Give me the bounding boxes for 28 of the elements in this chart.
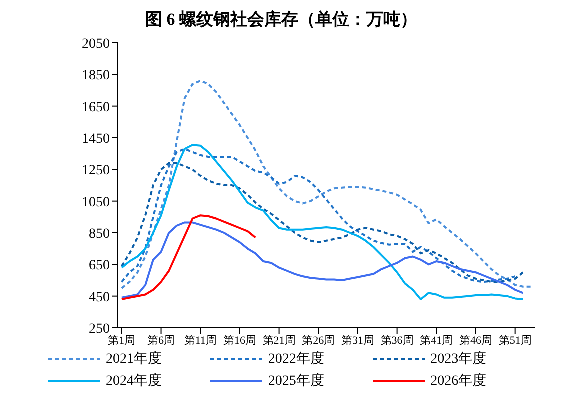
y-tick-label: 2050 xyxy=(82,36,110,52)
y-tick-label: 850 xyxy=(89,226,110,242)
y-tick-label: 1650 xyxy=(82,100,110,116)
x-tick-label: 第11周 xyxy=(184,334,217,347)
x-tick-label: 第31周 xyxy=(341,334,374,347)
x-tick-label: 第1周 xyxy=(108,334,136,347)
legend-label: 2024年度 xyxy=(106,372,162,390)
x-tick-label: 第26周 xyxy=(302,334,336,347)
x-tick-label: 第6周 xyxy=(148,334,176,347)
y-tick-label: 450 xyxy=(89,290,110,306)
y-tick-label: 650 xyxy=(89,258,110,274)
legend-label: 2023年度 xyxy=(430,350,487,368)
y-tick-label: 1850 xyxy=(82,68,110,84)
y-tick-label: 250 xyxy=(89,322,110,337)
x-tick-label: 第21周 xyxy=(262,334,296,347)
chart-title: 图 6 螺纹钢社会库存（单位：万吨） xyxy=(144,9,418,31)
x-tick-label: 第41周 xyxy=(420,334,454,347)
legend-label: 2026年度 xyxy=(430,372,487,390)
legend-label: 2021年度 xyxy=(106,350,162,368)
y-tick-label: 1450 xyxy=(82,132,110,147)
x-tick-label: 第51周 xyxy=(498,334,532,347)
legend-label: 2025年度 xyxy=(268,372,324,390)
x-tick-label: 第46周 xyxy=(459,334,492,347)
y-tick-label: 1250 xyxy=(82,164,110,179)
y-tick-label: 1050 xyxy=(82,195,110,210)
x-tick-label: 第16周 xyxy=(223,334,256,347)
legend-label: 2022年度 xyxy=(268,350,324,368)
x-tick-label: 第36周 xyxy=(380,334,414,347)
